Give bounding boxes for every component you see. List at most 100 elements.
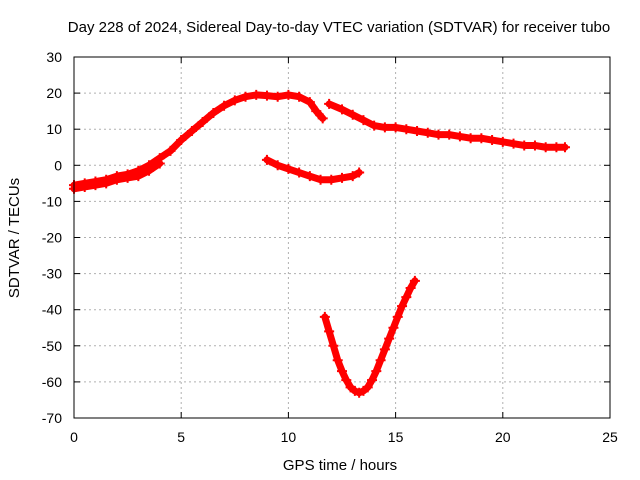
data-point bbox=[294, 91, 305, 102]
data-point bbox=[476, 133, 487, 144]
data-point bbox=[324, 326, 335, 337]
data-point bbox=[347, 109, 358, 120]
y-tick-label: -70 bbox=[42, 410, 62, 426]
data-point bbox=[324, 98, 335, 109]
data-point bbox=[154, 158, 165, 169]
x-tick-label: 0 bbox=[70, 429, 78, 445]
data-point bbox=[304, 171, 315, 182]
data-point bbox=[186, 126, 197, 137]
data-point bbox=[508, 138, 519, 149]
data-point bbox=[371, 366, 382, 377]
data-point bbox=[388, 322, 399, 333]
y-tick-label: 30 bbox=[46, 49, 62, 65]
y-tick-label: -10 bbox=[42, 193, 62, 209]
data-point bbox=[465, 133, 476, 144]
data-point bbox=[392, 311, 403, 322]
data-point bbox=[397, 301, 408, 312]
data-point bbox=[272, 160, 283, 171]
data-series bbox=[69, 89, 570, 398]
data-point bbox=[379, 344, 390, 355]
data-point bbox=[497, 136, 508, 147]
data-point bbox=[144, 165, 155, 176]
data-point bbox=[401, 124, 412, 135]
y-tick-label: -40 bbox=[42, 302, 62, 318]
data-point bbox=[90, 180, 101, 191]
data-point bbox=[375, 355, 386, 366]
tick-labels: 0 5 10 15 20 25 30 20 10 0 -10 -20 -30 -40 -50 -60 -70 bbox=[42, 49, 618, 445]
data-point bbox=[133, 171, 144, 182]
data-point bbox=[251, 89, 262, 100]
series-line-4 bbox=[321, 277, 419, 397]
data-point bbox=[304, 97, 315, 108]
data-point bbox=[283, 163, 294, 174]
data-point bbox=[283, 89, 294, 100]
data-point bbox=[165, 145, 176, 156]
data-point bbox=[559, 142, 570, 153]
data-point bbox=[261, 154, 272, 165]
y-axis-label: SDTVAR / TECUs bbox=[6, 178, 23, 298]
data-point bbox=[487, 135, 498, 146]
data-point bbox=[401, 292, 412, 303]
data-point bbox=[101, 178, 112, 189]
data-point bbox=[444, 129, 455, 140]
data-point bbox=[367, 375, 378, 386]
data-point bbox=[358, 115, 369, 126]
data-point bbox=[122, 172, 133, 183]
data-point bbox=[328, 340, 339, 351]
data-point bbox=[347, 171, 358, 182]
data-point bbox=[317, 113, 328, 124]
x-tick-label: 10 bbox=[281, 429, 297, 445]
data-point bbox=[379, 122, 390, 133]
data-point bbox=[332, 355, 343, 366]
data-point bbox=[311, 106, 322, 117]
data-point bbox=[79, 181, 90, 192]
x-tick-label: 25 bbox=[602, 429, 618, 445]
data-point bbox=[540, 142, 551, 153]
y-tick-label: 20 bbox=[46, 85, 62, 101]
data-point bbox=[337, 366, 347, 377]
series-line-2 bbox=[325, 100, 569, 151]
data-point bbox=[433, 129, 444, 140]
data-point bbox=[529, 140, 540, 151]
data-point bbox=[409, 275, 420, 286]
data-point bbox=[261, 90, 272, 101]
data-point bbox=[208, 107, 219, 118]
data-point bbox=[229, 95, 240, 106]
data-point bbox=[354, 167, 365, 178]
grid bbox=[74, 57, 610, 418]
y-tick-label: -20 bbox=[42, 230, 62, 246]
data-point bbox=[362, 382, 373, 393]
data-point bbox=[422, 127, 433, 138]
data-point bbox=[412, 126, 423, 137]
data-point bbox=[319, 311, 330, 322]
series-line-0 bbox=[70, 91, 327, 189]
data-point bbox=[240, 91, 251, 102]
y-tick-label: -60 bbox=[42, 374, 62, 390]
data-point bbox=[294, 167, 305, 178]
data-point bbox=[341, 375, 352, 386]
data-point bbox=[176, 135, 187, 146]
data-point bbox=[551, 142, 562, 153]
y-tick-label: 10 bbox=[46, 121, 62, 137]
data-point bbox=[369, 120, 380, 131]
chart-title: Day 228 of 2024, Sidereal Day-to-day VTE… bbox=[68, 19, 610, 36]
data-point bbox=[197, 116, 208, 127]
data-point bbox=[337, 172, 347, 183]
y-tick-label: 0 bbox=[54, 157, 62, 173]
data-point bbox=[519, 140, 530, 151]
x-tick-label: 15 bbox=[388, 429, 404, 445]
data-point bbox=[405, 283, 416, 294]
x-tick-label: 5 bbox=[177, 429, 185, 445]
data-point bbox=[326, 174, 337, 185]
series-line-3 bbox=[263, 156, 363, 184]
data-point bbox=[315, 174, 326, 185]
data-point bbox=[454, 131, 465, 142]
data-point bbox=[111, 174, 122, 185]
data-point bbox=[390, 122, 401, 133]
y-tick-label: -50 bbox=[42, 338, 62, 354]
data-point bbox=[384, 333, 395, 344]
data-point bbox=[219, 100, 230, 111]
x-axis-label: GPS time / hours bbox=[283, 457, 397, 474]
y-tick-label: -30 bbox=[42, 266, 62, 282]
